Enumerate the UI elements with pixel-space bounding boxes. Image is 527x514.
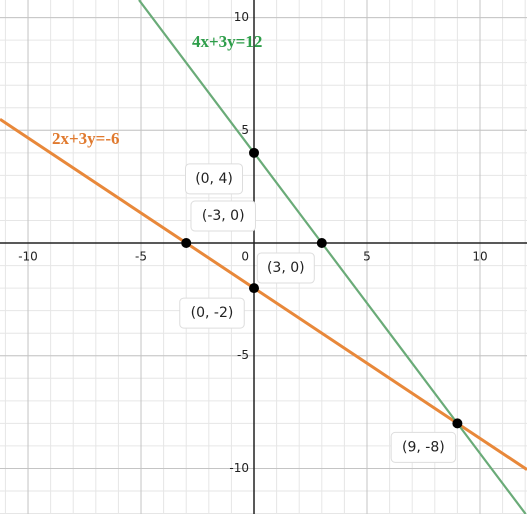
line — [0, 118, 527, 471]
point-label: (0, -2) — [179, 297, 245, 329]
point-label: (-3, 0) — [190, 200, 256, 232]
equation-label: 4x+3y=12 — [192, 32, 262, 51]
point-label-text: (9, -8) — [402, 439, 445, 455]
equation-label: 2x+3y=-6 — [52, 129, 120, 148]
label-box — [179, 297, 245, 329]
point — [181, 238, 192, 249]
y-tick-label: 5 — [241, 123, 249, 137]
x-tick-label: -10 — [18, 250, 38, 264]
point-label: (3, 0) — [256, 252, 315, 284]
label-box — [256, 252, 315, 284]
point — [452, 418, 463, 429]
label-box — [390, 431, 457, 463]
point — [316, 238, 327, 249]
point-label: (9, -8) — [390, 431, 457, 463]
point-label-text: (3, 0) — [267, 260, 305, 276]
point — [249, 283, 260, 294]
y-tick-label: -10 — [229, 461, 249, 475]
point-label-text: (0, 4) — [195, 171, 233, 187]
point — [249, 147, 260, 158]
x-tick-label: 10 — [472, 250, 487, 264]
point-label: (0, 4) — [185, 163, 244, 195]
y-tick-label: 10 — [234, 10, 249, 24]
point-label-text: (-3, 0) — [202, 208, 245, 224]
x-tick-label: 0 — [241, 250, 249, 264]
y-tick-label: -5 — [237, 348, 249, 362]
point-label-text: (0, -2) — [191, 305, 234, 321]
line — [138, 0, 527, 514]
label-box — [185, 163, 244, 195]
label-box — [190, 200, 256, 232]
x-tick-label: -5 — [135, 250, 147, 264]
x-tick-label: 5 — [363, 250, 371, 264]
